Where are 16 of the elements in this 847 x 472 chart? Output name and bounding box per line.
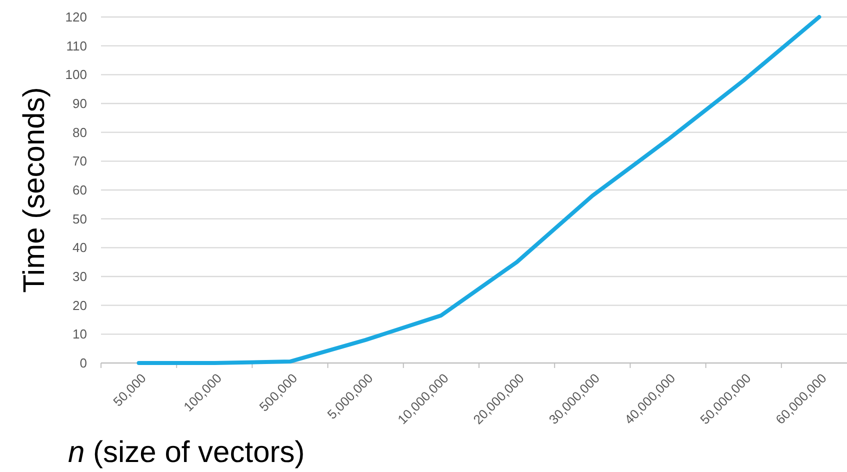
- y-tick-label: 10: [72, 326, 87, 342]
- y-tick-label: 30: [72, 269, 87, 284]
- y-tick-label: 50: [72, 211, 87, 226]
- y-axis-title: Time (seconds): [18, 87, 51, 293]
- y-tick-label: 40: [72, 240, 87, 256]
- y-tick-label: 100: [65, 67, 87, 82]
- y-tick-label: 120: [65, 10, 87, 25]
- y-tick-label: 20: [72, 298, 87, 313]
- y-tick-label: 0: [80, 356, 87, 371]
- line-series: [136, 15, 822, 365]
- y-tick-label: 80: [72, 124, 87, 140]
- y-tick-label: 70: [72, 154, 87, 169]
- y-tick-label: 110: [66, 38, 87, 54]
- y-tick-label: 90: [72, 96, 87, 112]
- x-axis-title: n (size of vectors): [68, 436, 305, 469]
- y-tick-label: 60: [72, 182, 87, 198]
